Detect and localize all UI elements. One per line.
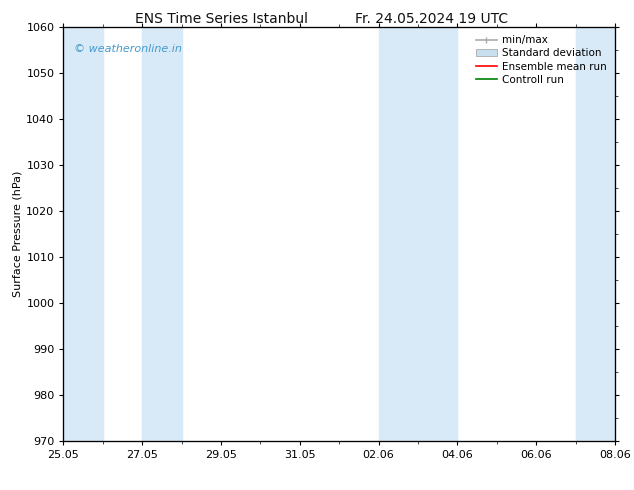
Y-axis label: Surface Pressure (hPa): Surface Pressure (hPa) — [12, 171, 22, 297]
Legend: min/max, Standard deviation, Ensemble mean run, Controll run: min/max, Standard deviation, Ensemble me… — [473, 32, 610, 88]
Bar — [63, 27, 103, 441]
Text: ENS Time Series Istanbul: ENS Time Series Istanbul — [136, 12, 308, 26]
Text: © weatheronline.in: © weatheronline.in — [74, 44, 183, 53]
Bar — [576, 27, 615, 441]
Bar — [142, 27, 181, 441]
Text: Fr. 24.05.2024 19 UTC: Fr. 24.05.2024 19 UTC — [354, 12, 508, 26]
Bar — [378, 27, 418, 441]
Bar — [418, 27, 457, 441]
